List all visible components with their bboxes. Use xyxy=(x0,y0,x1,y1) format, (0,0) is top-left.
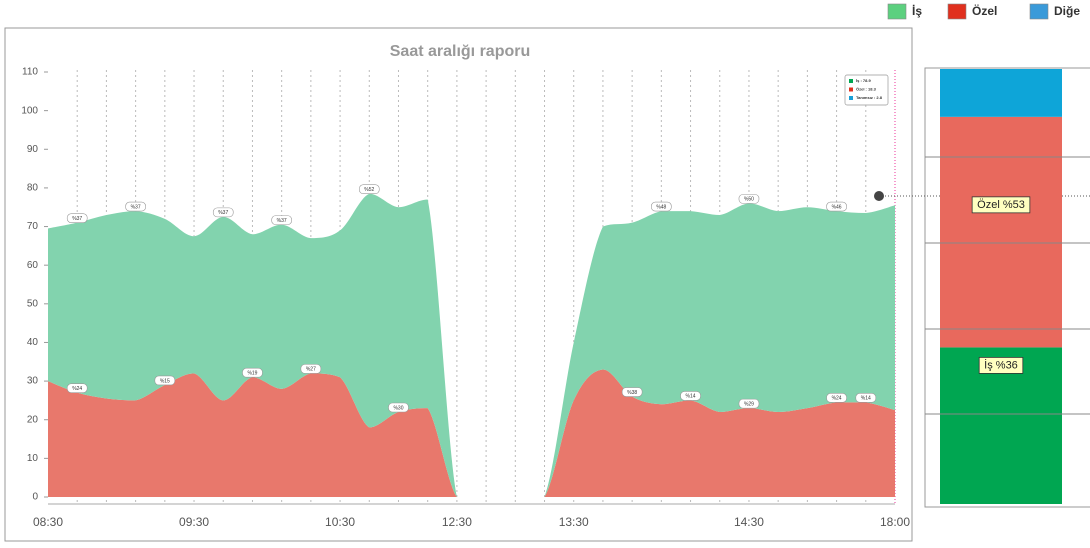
inner-legend-label: Tanımsız : 2.8 xyxy=(856,95,883,100)
inner-legend-label: İş : 78.9 xyxy=(856,78,871,83)
legend-label: Özel xyxy=(972,3,997,18)
bar-label: Özel %53 xyxy=(977,199,1025,211)
value-label: %46 xyxy=(832,204,842,210)
area xyxy=(48,193,895,498)
value-label-box xyxy=(212,207,234,218)
value-label-box xyxy=(621,387,643,397)
value-label-box xyxy=(826,201,847,212)
y-tick-label: 90 xyxy=(27,144,39,155)
legend-swatch xyxy=(947,3,967,20)
value-label: %19 xyxy=(247,371,257,377)
y-tick-label: 0 xyxy=(32,492,38,503)
y-tick-label: 110 xyxy=(22,67,38,78)
inner-legend-swatch xyxy=(849,96,853,100)
legend-label: Diğe xyxy=(1054,4,1080,18)
value-label-box xyxy=(242,367,263,378)
side-chart: İş %36 Özel %53 xyxy=(925,69,1090,504)
value-label: %52 xyxy=(364,187,374,193)
value-label-box xyxy=(358,184,380,195)
value-label: %37 xyxy=(72,216,82,222)
value-label-box xyxy=(125,201,146,212)
value-label: %15 xyxy=(160,378,170,384)
bar-segment xyxy=(940,116,1062,348)
legend-swatch xyxy=(1029,3,1049,20)
value-label-box xyxy=(66,383,88,393)
value-label: %37 xyxy=(277,218,287,224)
value-label: %37 xyxy=(218,210,228,216)
y-tick-label: 100 xyxy=(21,105,38,116)
inner-legend-swatch xyxy=(849,87,853,92)
inner-legend-label: Özel : 18.3 xyxy=(856,87,877,92)
x-tick-label: 18:00 xyxy=(880,515,910,529)
y-tick-label: 50 xyxy=(27,298,39,309)
value-label: %27 xyxy=(306,367,316,373)
inner-legend-box xyxy=(844,74,889,106)
value-label-box xyxy=(651,201,672,212)
bar-label-box xyxy=(971,196,1031,214)
value-label: %50 xyxy=(744,197,754,203)
bar-label-box xyxy=(978,356,1024,374)
x-tick-label: 14:30 xyxy=(734,515,764,529)
area xyxy=(48,369,895,497)
value-label: %14 xyxy=(861,396,871,402)
value-label: %24 xyxy=(832,396,842,402)
chart-title: Saat aralığı raporu xyxy=(390,43,531,60)
value-label-box xyxy=(738,194,760,204)
y-tick-label: 70 xyxy=(27,221,39,232)
value-label: %48 xyxy=(656,204,666,210)
y-tick-label: 40 xyxy=(27,337,39,348)
y-tick-label: 30 xyxy=(27,376,39,387)
y-tick-label: 60 xyxy=(27,260,39,271)
legend-swatch xyxy=(887,3,907,20)
value-label-box xyxy=(66,213,88,223)
bar-segment xyxy=(940,69,1062,117)
value-label-box xyxy=(300,364,322,374)
value-label-box xyxy=(271,215,292,225)
inner-legend-swatch xyxy=(849,79,853,83)
value-label: %14 xyxy=(686,394,696,400)
value-label-box xyxy=(855,393,877,403)
value-label: %38 xyxy=(627,390,637,396)
x-tick-label: 09:30 xyxy=(179,515,209,529)
x-tick-label: 08:30 xyxy=(33,515,63,529)
value-label-box xyxy=(738,398,760,409)
legend-label: İş xyxy=(912,3,922,18)
hover-dot xyxy=(874,191,884,201)
y-tick-label: 80 xyxy=(27,183,39,194)
value-label-box xyxy=(388,402,409,413)
value-label-box xyxy=(826,393,847,403)
top-legend: İş Özel Diğe xyxy=(887,3,1080,20)
value-label-box xyxy=(680,391,701,401)
value-label: %24 xyxy=(72,386,82,392)
bar-label: İş %36 xyxy=(984,358,1018,371)
x-tick-label: 10:30 xyxy=(325,515,355,529)
y-tick-label: 20 xyxy=(27,414,39,425)
x-tick-label: 13:30 xyxy=(559,515,589,529)
y-tick-label: 10 xyxy=(27,453,39,464)
value-label: %37 xyxy=(131,204,141,210)
value-label: %29 xyxy=(744,401,754,407)
main-chart: 08:30 09:30 10:30 12:30 13:30 14:30 18:00 0 10 20… xyxy=(21,67,910,530)
x-tick-label: 12:30 xyxy=(442,515,472,529)
value-label-box xyxy=(154,375,176,386)
value-label: %30 xyxy=(393,405,403,411)
